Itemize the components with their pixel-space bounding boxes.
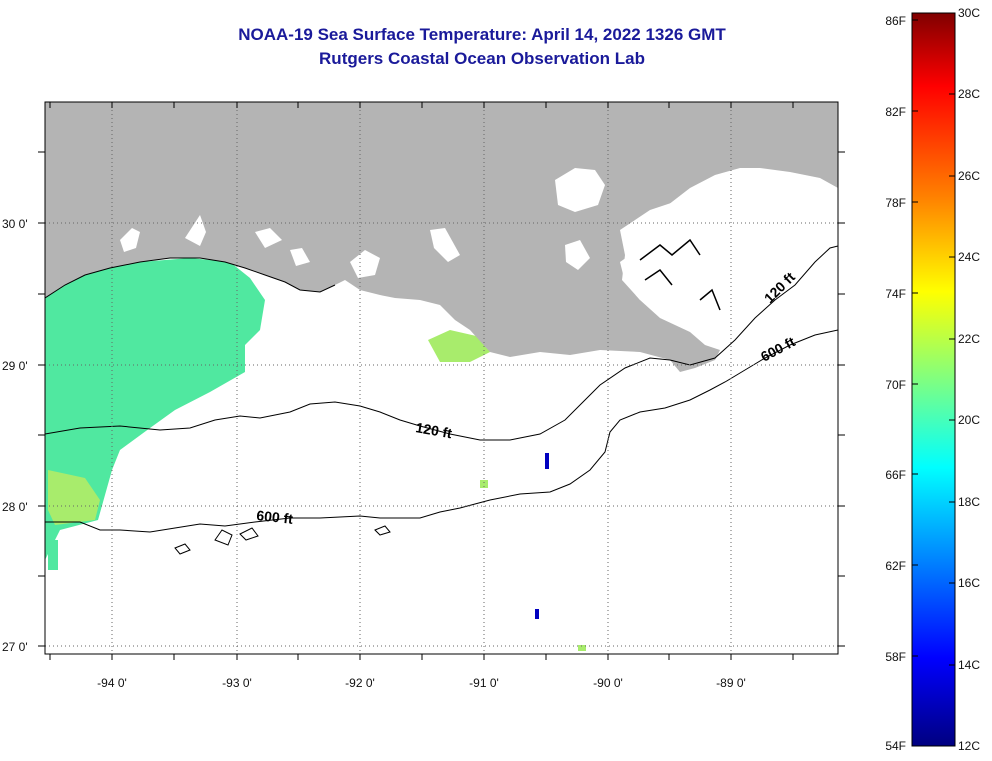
coastline: [45, 257, 336, 299]
sst-data-speck: [480, 480, 488, 488]
cb-c-label: 22C: [958, 332, 980, 346]
cb-c-label: 30C: [958, 6, 980, 20]
cb-c-label: 14C: [958, 658, 980, 672]
lat-label: 29 0': [2, 359, 28, 373]
map-title: NOAA-19 Sea Surface Temperature: April 1…: [238, 25, 726, 44]
lon-label: -93 0': [222, 676, 252, 690]
lon-label: -94 0': [97, 676, 127, 690]
lake: [565, 240, 590, 270]
cb-c-label: 16C: [958, 576, 980, 590]
cb-f-label: 74F: [885, 287, 906, 301]
sst-data-patch-small: [48, 540, 58, 570]
lake: [555, 168, 605, 212]
contour-120ft: [45, 245, 838, 441]
map-frame: [44, 101, 839, 655]
lake: [620, 200, 705, 300]
cb-f-label: 58F: [885, 650, 906, 664]
cb-c-label: 26C: [958, 169, 980, 183]
lake: [185, 215, 206, 246]
contour-label: 600 ft: [256, 507, 294, 527]
lake: [290, 248, 310, 266]
cb-c-label: 12C: [958, 739, 980, 753]
delta-coastline: [639, 238, 721, 311]
longitude-labels: -94 0' -93 0' -92 0' -91 0' -90 0' -89 0…: [97, 676, 746, 690]
lon-label: -91 0': [469, 676, 499, 690]
contour-600ft: [45, 329, 838, 533]
lon-label: -92 0': [345, 676, 375, 690]
sst-data-speck: [578, 645, 586, 651]
lon-label: -89 0': [716, 676, 746, 690]
colorbar-fahrenheit-labels: 86F 82F 78F 74F 70F 66F 62F 58F 54F: [885, 14, 906, 753]
colorbar-ticks: [912, 12, 955, 666]
contour-label: 120 ft: [414, 419, 453, 441]
lat-label: 30 0': [2, 217, 28, 231]
axis-ticks: [38, 102, 845, 660]
cb-c-label: 24C: [958, 250, 980, 264]
lat-label: 28 0': [2, 500, 28, 514]
sst-data-speck: [535, 609, 539, 619]
cb-f-label: 62F: [885, 559, 906, 573]
cb-f-label: 82F: [885, 105, 906, 119]
graticule: [45, 102, 838, 654]
contour-loop: [174, 525, 391, 555]
lat-label: 27 0': [2, 640, 28, 654]
sst-data-patch-yellowgreen: [48, 470, 100, 525]
cb-f-label: 54F: [885, 739, 906, 753]
latitude-labels: 30 0' 29 0' 28 0' 27 0': [2, 217, 28, 654]
sst-data-region-west: [45, 258, 265, 560]
lake: [430, 228, 460, 262]
sst-data-patch-coastal: [428, 330, 490, 362]
cb-c-label: 28C: [958, 87, 980, 101]
lake: [255, 228, 282, 248]
sst-data-speck: [545, 453, 549, 469]
colorbar-celsius-labels: 30C 28C 26C 24C 22C 20C 18C 16C 14C 12C: [958, 6, 980, 753]
cb-c-label: 20C: [958, 413, 980, 427]
colorbar: [911, 12, 956, 747]
lake: [350, 250, 380, 278]
cb-f-label: 66F: [885, 468, 906, 482]
cb-f-label: 86F: [885, 14, 906, 28]
lon-label: -90 0': [593, 676, 623, 690]
cb-c-label: 18C: [958, 495, 980, 509]
cb-f-label: 78F: [885, 196, 906, 210]
lake: [120, 228, 140, 252]
cb-f-label: 70F: [885, 378, 906, 392]
map-subtitle: Rutgers Coastal Ocean Observation Lab: [319, 49, 645, 68]
